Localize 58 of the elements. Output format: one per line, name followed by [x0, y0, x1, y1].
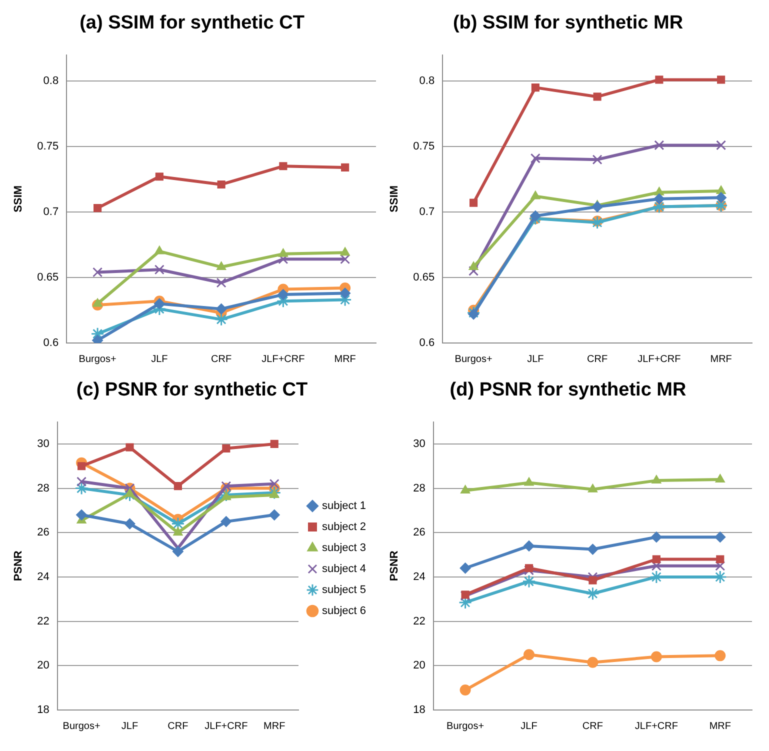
- x-tick-label: JLF+CRF: [634, 720, 678, 732]
- y-tick-label: 0.6: [43, 337, 59, 350]
- x-tick-label: MRF: [710, 354, 732, 365]
- y-tick-label: 22: [413, 615, 426, 628]
- y-tick-label: 26: [413, 526, 426, 539]
- y-axis-title: SSIM: [388, 185, 401, 212]
- legend-label: subject 4: [322, 563, 366, 576]
- chart-title: (d) PSNR for synthetic MR: [450, 380, 687, 401]
- y-tick-label: 0.75: [413, 140, 435, 153]
- y-tick-label: 0.65: [37, 272, 59, 284]
- x-tick-label: Burgos+: [454, 354, 492, 365]
- y-tick-label: 0.75: [37, 140, 59, 153]
- x-tick-label: JLF+CRF: [204, 720, 248, 732]
- chart-title: (c) PSNR for synthetic CT: [76, 380, 308, 401]
- y-tick-label: 0.7: [419, 206, 435, 218]
- x-tick-label: Burgos+: [446, 720, 484, 732]
- x-tick-label: CRF: [582, 720, 603, 732]
- y-tick-label: 28: [413, 482, 426, 494]
- y-axis-title: SSIM: [12, 185, 25, 212]
- x-tick-label: Burgos+: [62, 720, 100, 732]
- y-tick-label: 24: [37, 571, 50, 584]
- y-tick-label: 18: [413, 704, 426, 716]
- x-tick-label: JLF: [151, 354, 168, 365]
- y-tick-label: 28: [37, 482, 50, 494]
- legend-label: subject 5: [322, 584, 366, 596]
- x-tick-label: CRF: [211, 354, 232, 365]
- y-tick-label: 24: [413, 571, 426, 584]
- y-axis-title: PSNR: [12, 550, 25, 582]
- x-tick-label: JLF: [121, 720, 138, 732]
- y-tick-label: 18: [37, 704, 50, 716]
- legend-label: subject 2: [322, 521, 366, 534]
- chart-title: (a) SSIM for synthetic CT: [80, 12, 305, 34]
- legend-label: subject 3: [322, 542, 366, 554]
- y-tick-label: 0.6: [419, 337, 435, 350]
- y-tick-label: 20: [413, 660, 426, 672]
- y-tick-label: 30: [37, 438, 50, 450]
- y-tick-label: 0.8: [43, 75, 59, 88]
- x-tick-label: MRF: [709, 720, 731, 732]
- y-tick-label: 30: [413, 438, 426, 450]
- y-tick-label: 0.8: [419, 75, 435, 88]
- x-tick-label: JLF+CRF: [262, 354, 305, 365]
- y-tick-label: 26: [37, 526, 50, 539]
- x-tick-label: JLF+CRF: [638, 354, 681, 365]
- legend-label: subject 1: [322, 500, 366, 512]
- x-tick-label: CRF: [587, 354, 608, 365]
- x-tick-label: CRF: [168, 720, 188, 732]
- x-tick-label: MRF: [264, 720, 286, 732]
- y-tick-label: 0.65: [413, 272, 435, 284]
- x-tick-label: JLF: [520, 720, 538, 732]
- x-tick-label: Burgos+: [78, 354, 116, 365]
- x-tick-label: MRF: [334, 354, 356, 365]
- y-axis-title: PSNR: [388, 550, 401, 582]
- chart-title: (b) SSIM for synthetic MR: [452, 12, 684, 34]
- x-tick-label: JLF: [527, 354, 544, 365]
- y-tick-label: 22: [37, 615, 50, 628]
- legend-label: subject 6: [322, 605, 366, 618]
- y-tick-label: 0.7: [43, 206, 59, 218]
- y-tick-label: 20: [37, 660, 50, 672]
